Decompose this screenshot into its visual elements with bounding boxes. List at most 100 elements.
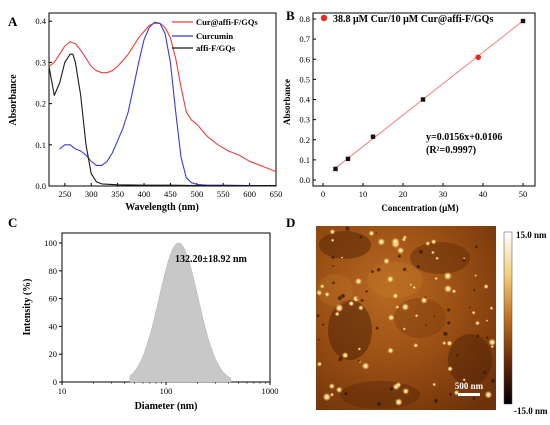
afm-colorbar-bottom-label: -15.0 nm (514, 406, 548, 416)
panel-c-y-label: Intensity (%) (22, 279, 33, 336)
afm-pit (317, 338, 320, 341)
x-tick-label: 10 (359, 189, 368, 199)
afm-particle (483, 283, 489, 290)
y-tick-label: 0.6 (299, 54, 310, 64)
afm-particle (316, 361, 323, 367)
series-line-affi (48, 53, 276, 187)
afm-particle (328, 383, 335, 390)
afm-pit (316, 313, 320, 318)
panel-c-x-ticks: 10 100 1000 (58, 382, 279, 396)
afm-particle (401, 303, 410, 311)
panel-a-series (48, 21, 277, 187)
y-tick-label: 0.3 (35, 57, 46, 67)
x-tick-label: 600 (243, 189, 256, 199)
afm-pit (472, 288, 476, 292)
afm-pit (474, 245, 479, 249)
afm-pit (397, 254, 402, 259)
afm-pit (472, 396, 476, 401)
afm-pit (433, 315, 436, 318)
afm-colorbar-top-label: 15.0 nm (516, 230, 547, 240)
afm-particles (316, 226, 496, 407)
fit-line (335, 20, 524, 169)
afm-pit (389, 386, 394, 392)
series-line-curcumin (59, 21, 276, 187)
afm-particle (409, 283, 413, 287)
x-tick-label: 500 (190, 189, 203, 199)
afm-particle (430, 239, 437, 245)
afm-pit (485, 336, 489, 340)
x-tick-label: 30 (439, 189, 448, 199)
afm-pit (356, 297, 359, 300)
x-tick-label: 300 (85, 189, 98, 199)
afm-pit (475, 334, 480, 338)
y-tick-label: 0.0 (35, 181, 46, 191)
afm-particle (425, 241, 431, 246)
panel-letter-a: A (8, 14, 18, 29)
afm-pit (402, 267, 407, 272)
afm-pit (418, 249, 424, 255)
panel-c-peak-label: 132.20±18.92 nm (175, 254, 248, 265)
panel-b-calibration-chart: 0 10 20 30 40 50 0.00.10.20.30.40.50.60.70.8 … (282, 12, 536, 213)
distribution-area (129, 242, 232, 383)
afm-pit (415, 264, 421, 270)
afm-particle (324, 291, 330, 298)
afm-particle (352, 295, 360, 303)
afm-pit (417, 391, 420, 394)
afm-particle (446, 340, 453, 347)
afm-pit (446, 307, 451, 313)
afm-pit (446, 320, 451, 326)
afm-particle (391, 237, 400, 246)
panel-a-frame (48, 12, 277, 187)
panel-a-x-label: Wavelength (nm) (125, 202, 199, 213)
afm-pit (343, 391, 349, 396)
x-tick-label: 40 (479, 189, 488, 199)
afm-particle (401, 237, 407, 242)
afm-particle (357, 347, 362, 351)
data-point (370, 134, 376, 139)
afm-particle (340, 256, 344, 259)
x-tick-label: 650 (270, 189, 283, 199)
x-tick-label: 1000 (262, 386, 279, 396)
afm-particle (330, 392, 334, 397)
x-tick-label: 0 (321, 189, 325, 199)
panel-letter-b: B (286, 8, 295, 23)
data-point (345, 156, 351, 162)
afm-particle (368, 230, 375, 237)
afm-particle (413, 342, 419, 348)
y-tick-label: 0.1 (35, 140, 46, 150)
y-tick-label: 0.4 (299, 95, 310, 105)
afm-particle (387, 347, 394, 354)
afm-pit (375, 231, 378, 235)
panel-c-distribution-area (129, 242, 232, 383)
afm-pit (490, 378, 496, 384)
afm-pit (339, 293, 346, 299)
afm-pit (370, 269, 375, 274)
afm-particle (329, 228, 336, 235)
afm-particle (319, 284, 325, 289)
afm-particle (484, 390, 493, 399)
panel-d-afm-image: 500 nm 15.0 nm -15.0 nm (316, 226, 548, 416)
y-tick-label: 20 (49, 349, 58, 359)
y-tick-label: 40 (49, 321, 58, 331)
y-tick-label: 60 (49, 294, 58, 304)
afm-particle (377, 237, 386, 246)
afm-particle (443, 284, 453, 293)
panel-b-legend: 38.8 μM Cur/10 μM Cur@affi-F/GQs (320, 14, 493, 25)
y-tick-label: 0.8 (299, 14, 310, 24)
afm-scale-bar-line (458, 393, 480, 396)
afm-pit (360, 298, 365, 303)
afm-pit (337, 356, 344, 362)
x-tick-label: 10 (58, 386, 67, 396)
afm-particle (431, 250, 435, 255)
y-tick-label: 0.5 (299, 74, 310, 84)
afm-pit (374, 326, 380, 331)
afm-particle (442, 341, 447, 346)
afm-particle (474, 274, 478, 277)
panel-b-y-label: Absorbance (282, 79, 292, 125)
y-tick-label: 0.3 (299, 115, 310, 125)
afm-pit (425, 324, 428, 327)
afm-pit (330, 255, 336, 260)
afm-particle (322, 392, 332, 402)
panel-c-x-label: Diameter (nm) (135, 401, 198, 412)
